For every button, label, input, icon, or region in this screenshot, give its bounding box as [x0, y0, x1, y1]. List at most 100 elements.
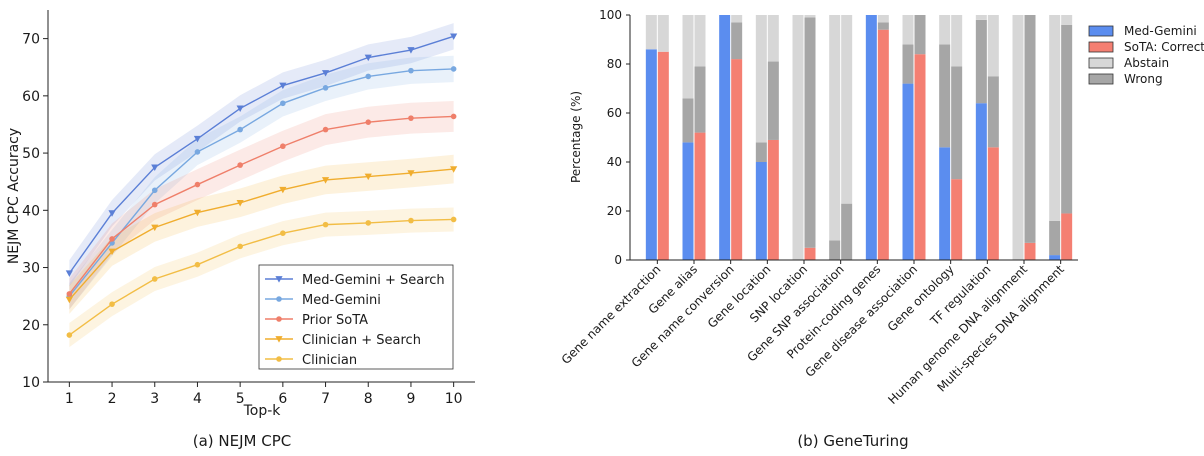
right-y-label: Percentage (%) [569, 91, 583, 183]
point-series-2 [237, 162, 243, 168]
bar-correct [731, 59, 743, 260]
bar-correct [939, 147, 951, 260]
bar-correct [1024, 242, 1036, 260]
bar-abstain [877, 22, 889, 30]
band-series-0 [69, 23, 454, 287]
bar-wrong [694, 15, 706, 67]
bar-wrong [877, 15, 889, 23]
bar-abstain [987, 76, 999, 148]
line-series-4 [68, 218, 454, 336]
point-series-1 [450, 66, 457, 72]
bar-abstain [914, 15, 926, 55]
bar-correct [1049, 255, 1061, 260]
point-series-2 [109, 236, 115, 242]
bar-correct [645, 49, 657, 260]
bar-abstain [1049, 220, 1061, 256]
bar-wrong [841, 15, 853, 204]
right-legend-swatch-0 [1088, 25, 1114, 37]
bar-abstain [975, 19, 987, 104]
band-series-2 [69, 100, 454, 310]
bar-wrong [1061, 15, 1073, 25]
point-series-0 [236, 105, 244, 113]
point-series-4 [194, 261, 201, 268]
point-series-3 [193, 209, 202, 217]
right-legend-label-0: Med-Gemini [1124, 24, 1197, 38]
left-legend: Med-Gemini + Search Med-Gemini Prior SoTA C… [258, 264, 454, 370]
line-series-2 [68, 115, 454, 295]
point-series-4 [280, 230, 286, 236]
bar-wrong [792, 15, 804, 260]
bar-correct [902, 83, 914, 260]
bar-wrong [939, 15, 951, 45]
bar-correct [767, 139, 779, 260]
bar-correct [1061, 213, 1073, 260]
point-series-3 [321, 177, 330, 184]
point-series-0 [450, 33, 458, 40]
right-x-tick-label: Gene ontology [885, 262, 957, 334]
right-y-tick-label: 80 [607, 57, 622, 71]
bar-correct [804, 247, 816, 260]
point-series-3 [450, 166, 458, 173]
right-legend-swatch-1 [1088, 41, 1114, 53]
point-series-1 [280, 100, 286, 107]
bar-abstain [1061, 24, 1073, 214]
bar-wrong [731, 15, 743, 23]
right-y-tick-label: 40 [607, 155, 622, 169]
legend-marker-3 [275, 336, 283, 343]
bar-abstain [829, 240, 841, 260]
left-y-label: NEJM CPC Accuracy [6, 128, 22, 264]
left-x-tick-label: 4 [193, 391, 202, 407]
left-y-tick-label: 60 [22, 89, 40, 105]
left-x-tick-label: 6 [278, 391, 287, 407]
legend-label-3: Clinician + Search [302, 333, 421, 348]
right-y-tick-label: 20 [607, 204, 622, 218]
bar-wrong [767, 15, 779, 62]
left-x-tick-label: 9 [406, 391, 415, 407]
point-series-0 [65, 270, 73, 277]
bar-wrong [1012, 15, 1024, 260]
legend-marker-2 [276, 316, 282, 322]
point-series-4 [66, 332, 73, 338]
bar-correct [694, 132, 706, 260]
point-series-2 [322, 126, 329, 133]
right-legend-swatch-3 [1088, 73, 1114, 85]
left-x-label: Top-k [243, 403, 282, 419]
left-x-tick-label: 5 [236, 391, 245, 407]
bar-wrong [1049, 15, 1061, 221]
legend-marker-0 [275, 276, 283, 283]
bar-abstain [939, 44, 951, 148]
line-series-0 [68, 35, 454, 274]
nejm-cpc-chart: 10 20 30 40 50 60 70 1 2 3 4 5 6 7 8 9 10 Top-k NEJM CP… [6, 10, 475, 450]
bar-correct [987, 147, 999, 260]
band-series-3 [69, 154, 454, 314]
point-series-4 [450, 216, 457, 223]
bar-abstain [755, 142, 767, 162]
point-series-3 [236, 199, 244, 207]
legend-label-1: Med-Gemini [302, 293, 381, 308]
bar-correct [951, 179, 963, 260]
legend-label-0: Med-Gemini + Search [302, 273, 445, 288]
point-series-0 [321, 70, 330, 77]
point-series-0 [279, 82, 287, 90]
bar-wrong [755, 15, 767, 143]
bar-abstain [731, 22, 743, 60]
point-series-2 [280, 143, 286, 150]
point-series-3 [279, 186, 287, 194]
bar-wrong [951, 15, 963, 67]
bar-wrong [657, 15, 669, 52]
bar-abstain [804, 17, 816, 248]
left-x-tick-label: 7 [321, 391, 330, 407]
bar-wrong [682, 15, 694, 99]
point-series-1 [194, 149, 201, 155]
bar-abstain [682, 98, 694, 143]
point-series-2 [365, 119, 372, 125]
point-series-4 [365, 220, 372, 226]
line-series-3 [68, 168, 454, 301]
right-legend-label-2: Abstain [1124, 56, 1169, 70]
right-legend: Med-Gemini SoTA: Correct Abstain Wrong [1088, 24, 1204, 86]
legend-marker-1 [276, 296, 282, 302]
legend-label-4: Clinician [302, 353, 357, 368]
bar-correct [719, 15, 731, 260]
point-series-2 [408, 115, 414, 121]
